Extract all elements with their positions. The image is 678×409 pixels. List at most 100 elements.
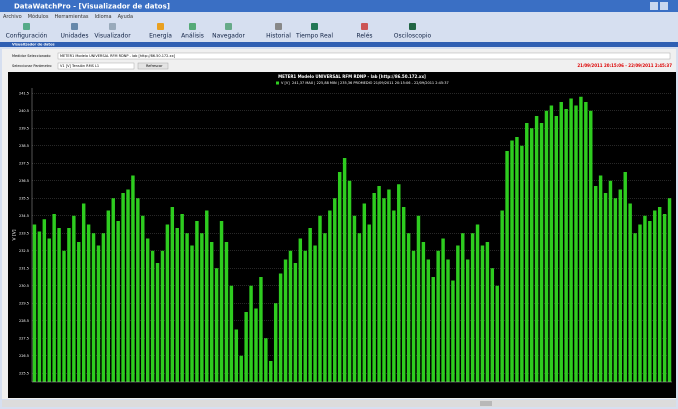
y-tick-label: 232.5 <box>19 249 29 253</box>
y-tick-label: 234.5 <box>19 214 29 218</box>
y-tick-label: 229.5 <box>19 301 29 305</box>
toolbar-button[interactable]: Unidades <box>61 33 89 40</box>
bar <box>529 128 534 382</box>
bar <box>57 228 61 382</box>
bar <box>534 116 539 382</box>
meter-label: Medidor Seleccionado <box>12 54 50 58</box>
bar <box>397 184 401 382</box>
toolbar-button[interactable]: Energía <box>149 33 172 40</box>
toolbar-button[interactable]: Tiempo Real <box>295 33 333 40</box>
bar <box>229 285 234 382</box>
bar <box>500 210 504 382</box>
bar <box>475 224 480 382</box>
bar <box>584 102 588 382</box>
y-tick-label: 227.5 <box>19 336 29 340</box>
toolbar-button[interactable]: Relés <box>356 33 372 40</box>
bar <box>436 250 440 382</box>
bar <box>623 172 627 382</box>
bar <box>387 189 391 382</box>
toolbar-button[interactable]: Configuración <box>6 33 48 40</box>
bar <box>589 110 593 382</box>
menu-item[interactable]: Herramientas <box>54 14 88 20</box>
bar <box>372 193 376 382</box>
bar <box>91 233 96 382</box>
toolbar-button[interactable]: Historial <box>266 33 291 40</box>
close-button[interactable] <box>660 2 668 10</box>
bar <box>116 221 120 382</box>
toolbar-button[interactable]: Análisis <box>181 33 204 40</box>
bar <box>308 228 312 382</box>
scrollbar[interactable] <box>2 400 676 407</box>
bar <box>145 238 150 382</box>
bar <box>283 259 288 382</box>
bar <box>205 210 209 382</box>
toolbar-icon <box>225 23 232 30</box>
bar <box>141 215 145 382</box>
bar <box>554 116 559 382</box>
menu-item[interactable]: Ayuda <box>118 14 133 20</box>
param-select[interactable] <box>57 62 135 70</box>
bar <box>382 198 386 382</box>
param-label: Seleccionar Parámetro <box>12 64 52 68</box>
bar <box>633 233 637 382</box>
bar <box>126 189 130 382</box>
bar <box>657 207 662 382</box>
bar <box>456 245 460 382</box>
bar <box>638 224 642 382</box>
bar <box>155 263 160 382</box>
y-tick-label: 239.5 <box>19 126 29 130</box>
bar <box>67 228 71 382</box>
bar <box>426 259 431 382</box>
bar <box>328 210 332 382</box>
bar <box>598 175 603 382</box>
meter-field[interactable] <box>57 52 671 60</box>
bar <box>106 210 111 382</box>
bar <box>347 180 352 382</box>
toolbar-icon <box>361 23 368 30</box>
bar <box>470 233 475 382</box>
toolbar-button[interactable]: Visualizador <box>94 33 131 40</box>
minimize-button[interactable] <box>650 2 658 10</box>
chart-subtitle: 241,37 MAX | 225,88 MIN | 235,36 PROMEDI… <box>292 81 449 85</box>
bar <box>362 203 367 382</box>
y-tick-label: 233.5 <box>19 231 29 235</box>
bar <box>337 172 342 382</box>
bar <box>431 277 435 382</box>
bar <box>579 96 583 382</box>
y-tick-label: 236.5 <box>19 179 29 183</box>
bar <box>214 268 219 382</box>
bar <box>175 228 179 382</box>
y-tick-label: 241.5 <box>19 91 29 95</box>
bar <box>569 98 573 382</box>
bar <box>288 250 293 382</box>
bar <box>628 203 632 382</box>
bar <box>461 233 465 382</box>
bar <box>480 245 485 382</box>
bar <box>77 242 81 382</box>
refresh-button[interactable] <box>137 62 169 70</box>
toolbar-icon <box>157 23 164 30</box>
y-tick-label: 235.5 <box>19 196 29 200</box>
bar <box>32 224 37 382</box>
toolbar-button[interactable]: Navegador <box>212 33 245 40</box>
date-range: 21/09/2011 20:15:06 - 22/09/2011 2:45:37 <box>577 63 672 68</box>
scroll-thumb[interactable] <box>480 401 492 406</box>
y-tick-label: 228.5 <box>19 319 29 323</box>
bar <box>367 224 371 382</box>
menu-item[interactable]: Idioma <box>95 14 112 20</box>
bar <box>101 233 106 382</box>
bar <box>160 250 165 382</box>
menu-item[interactable]: Módulos <box>28 13 49 20</box>
bar <box>42 219 47 382</box>
bar <box>313 245 317 382</box>
bar <box>451 280 455 382</box>
toolbar-icon <box>275 23 282 30</box>
bar <box>323 233 327 382</box>
bar <box>185 233 189 382</box>
menu-item[interactable]: Archivo <box>3 14 22 20</box>
bar <box>525 123 529 382</box>
bar <box>352 215 357 382</box>
bar <box>377 186 381 382</box>
toolbar-button[interactable]: Osciloscopio <box>394 33 432 40</box>
